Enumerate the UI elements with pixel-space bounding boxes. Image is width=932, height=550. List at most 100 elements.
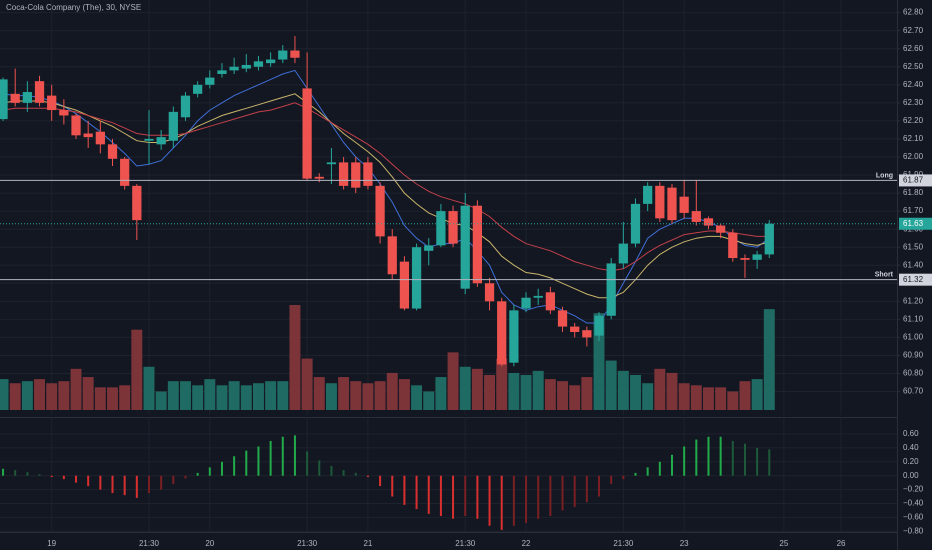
candle-body <box>217 70 227 74</box>
volume-bar <box>119 385 131 410</box>
oscillator-bar <box>476 475 479 519</box>
candle-body <box>95 131 105 145</box>
oscillator-bar <box>245 450 248 476</box>
oscillator-bar <box>196 472 199 476</box>
x-tick-label: 21:30 <box>613 539 634 548</box>
volume-bar <box>605 360 617 410</box>
volume-bar <box>447 352 459 410</box>
level-tag <box>899 273 932 286</box>
candle-body <box>205 77 215 85</box>
oscillator-bar <box>50 475 53 478</box>
candle-body <box>168 111 178 141</box>
y2-tick-label: −0.40 <box>903 499 924 508</box>
candle-body <box>448 211 458 244</box>
oscillator-bar <box>768 449 771 476</box>
candle-body <box>752 254 762 260</box>
oscillator-bar <box>160 475 163 490</box>
oscillator-bar <box>573 475 576 507</box>
oscillator-bar <box>391 475 394 497</box>
volume-bar <box>642 383 654 410</box>
candle-body <box>484 283 495 302</box>
x-tick-label: 22 <box>522 539 531 548</box>
candle-body <box>509 310 519 363</box>
oscillator-bar <box>610 475 613 485</box>
volume-bar <box>21 381 33 410</box>
y-tick-label: 61.50 <box>903 242 924 251</box>
oscillator-bar <box>415 475 418 510</box>
oscillator-bar <box>2 468 5 476</box>
volume-bar <box>690 385 702 410</box>
oscillator-bar <box>658 461 661 476</box>
volume-bar <box>143 366 155 410</box>
candle-body <box>497 301 507 365</box>
volume-bar <box>411 385 423 410</box>
volume-bar <box>82 377 94 410</box>
oscillator-bar <box>354 472 357 476</box>
candle-body <box>399 261 410 309</box>
volume-bar <box>484 375 496 410</box>
candle-body <box>582 330 592 338</box>
candle-body <box>472 205 483 284</box>
x-tick-label: 20 <box>205 539 214 548</box>
candle-body <box>144 138 154 141</box>
candle-body <box>338 162 349 186</box>
candle-body <box>363 162 373 186</box>
level-tag-label: 61.87 <box>903 176 924 185</box>
candle-body <box>606 263 616 316</box>
oscillator-bar <box>184 475 187 479</box>
candle-body <box>59 110 69 116</box>
candle-body <box>34 81 45 103</box>
oscillator-bar <box>220 461 223 476</box>
volume-bar <box>471 368 483 410</box>
y-tick-label: 62.80 <box>903 8 924 17</box>
oscillator-bar <box>707 436 710 476</box>
oscillator-bar <box>756 447 759 476</box>
x-tick-label: 21:30 <box>139 539 160 548</box>
oscillator-bar <box>318 460 321 476</box>
y-tick-label: 61.00 <box>903 333 924 342</box>
oscillator-bar <box>452 475 455 519</box>
oscillator-bar <box>683 446 686 476</box>
oscillator-bar <box>123 475 126 496</box>
volume-bar <box>386 372 398 410</box>
candle-body <box>351 162 361 188</box>
x-tick-label: 21:30 <box>297 539 318 548</box>
level-label: Short <box>875 272 894 279</box>
volume-bar <box>252 383 264 410</box>
y2-tick-label: 0.00 <box>903 471 919 480</box>
moving-average <box>2 69 770 324</box>
candle-body <box>0 79 8 120</box>
candle-body <box>22 92 32 103</box>
candle-body <box>10 93 20 103</box>
oscillator-bar <box>464 475 467 517</box>
candle-body <box>679 196 689 213</box>
level-label: Long <box>876 172 893 179</box>
candle-body <box>278 50 288 60</box>
oscillator-bar <box>281 436 284 476</box>
x-tick-label: 21 <box>363 539 372 548</box>
oscillator-bar <box>87 475 90 487</box>
candle-body <box>71 115 81 136</box>
volume-bar <box>520 375 532 410</box>
oscillator-bar <box>233 456 236 476</box>
volume-bar <box>58 381 70 410</box>
volume-bar <box>9 383 21 410</box>
y-tick-label: 61.40 <box>903 260 924 269</box>
y2-tick-label: −0.20 <box>903 485 924 494</box>
volume-bar <box>751 379 763 410</box>
oscillator-bar <box>525 475 528 523</box>
volume-bar <box>593 313 605 410</box>
volume-bar <box>204 379 216 410</box>
x-tick-label: 21:30 <box>455 539 476 548</box>
volume-bar <box>167 381 179 410</box>
x-tick-label: 26 <box>837 539 846 548</box>
volume-bar <box>508 372 520 410</box>
y2-tick-label: 0.60 <box>903 429 919 438</box>
candle-body <box>314 176 324 179</box>
oscillator-bar <box>670 454 673 476</box>
y2-tick-label: 0.20 <box>903 457 919 466</box>
candle-body <box>716 225 726 233</box>
y-tick-label: 62.40 <box>903 80 924 89</box>
oscillator-bar <box>269 440 272 476</box>
oscillator-bar <box>622 475 625 480</box>
